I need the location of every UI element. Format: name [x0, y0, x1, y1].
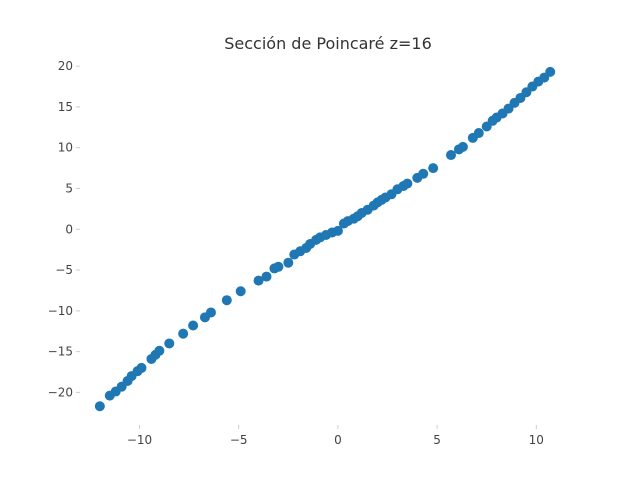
data-point: [154, 345, 165, 356]
data-point: [418, 168, 429, 179]
y-tick-label: 15: [58, 100, 73, 114]
data-point: [178, 328, 189, 339]
y-tick-label: 0: [65, 222, 73, 236]
y-tick-label: −5: [55, 263, 73, 277]
data-point: [457, 141, 468, 152]
y-axis: −20 −15 −10 −5 0 5 10 15 20: [48, 59, 80, 399]
data-point: [332, 225, 343, 236]
scatter-points: [94, 66, 556, 412]
data-point: [428, 163, 439, 174]
data-point: [273, 261, 284, 272]
x-tick-label: 0: [334, 433, 342, 447]
data-point: [205, 307, 216, 318]
data-point: [261, 271, 272, 282]
data-point: [402, 178, 413, 189]
y-tick-label: 5: [65, 181, 73, 195]
x-tick-label: 5: [433, 433, 441, 447]
y-tick-label: 20: [58, 59, 73, 73]
data-point: [136, 362, 147, 373]
x-tick-label: −10: [127, 433, 152, 447]
data-point: [283, 257, 294, 268]
x-tick-label: 10: [529, 433, 544, 447]
data-point: [221, 295, 232, 306]
y-tick-label: −20: [48, 385, 73, 399]
data-point: [164, 338, 175, 349]
data-point: [235, 286, 246, 297]
data-point: [473, 128, 484, 139]
y-tick-label: 10: [58, 141, 73, 155]
data-point: [446, 150, 457, 161]
data-point: [545, 66, 556, 77]
data-point: [253, 275, 264, 286]
x-tick-label: −5: [230, 433, 248, 447]
y-tick-label: −15: [48, 345, 73, 359]
x-axis: −10 −5 0 5 10: [127, 425, 544, 447]
y-tick-label: −10: [48, 304, 73, 318]
data-point: [188, 320, 199, 331]
chart-title: Sección de Poincaré z=16: [224, 34, 432, 53]
data-point: [94, 401, 105, 412]
